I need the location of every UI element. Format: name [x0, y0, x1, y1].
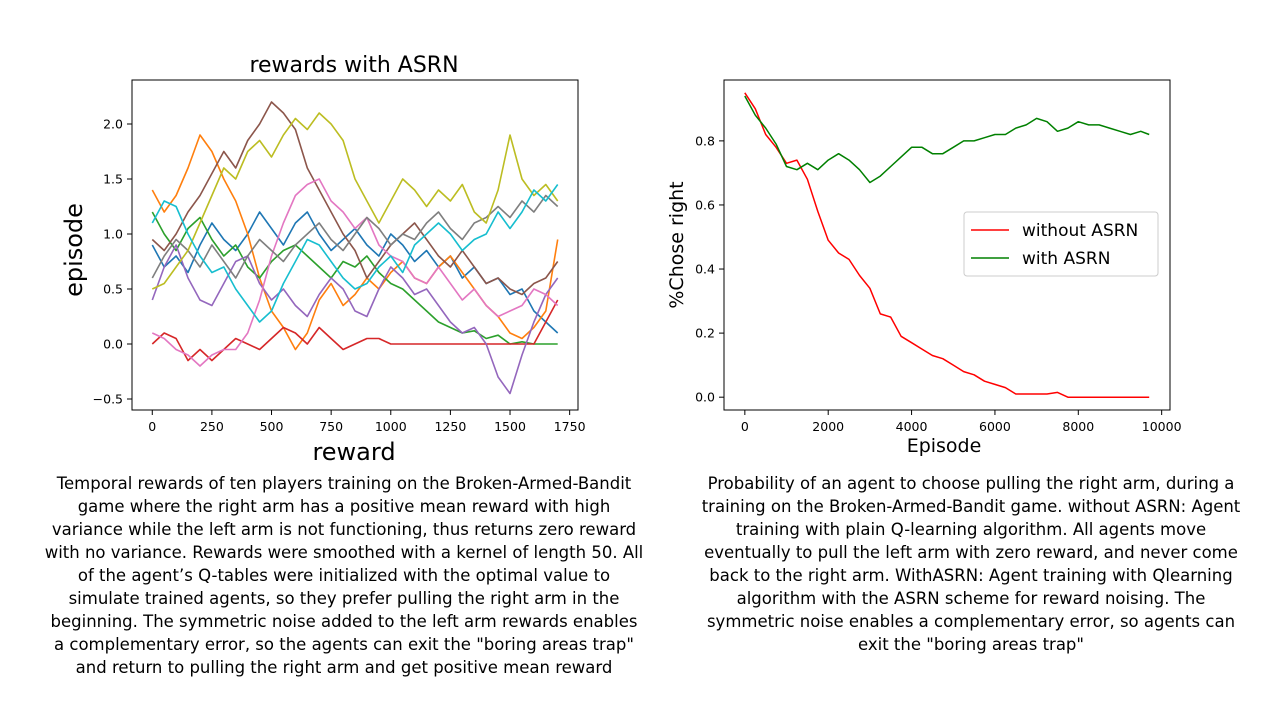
series-line-10: [151, 184, 559, 323]
x-axis-label: reward: [312, 438, 395, 466]
y-tick-label: 0.2: [695, 326, 715, 341]
x-tick-label: 10000: [1142, 419, 1182, 434]
x-tick-label: 8000: [1062, 419, 1094, 434]
series-line-5: [151, 244, 559, 395]
y-tick-label: 0.0: [103, 337, 123, 352]
plot-lines: [744, 92, 1150, 398]
series-line-4: [151, 299, 559, 362]
x-ticks: 0 250 500 750 1000 1250 1500 1750: [148, 410, 586, 434]
series-line-8: [151, 194, 559, 279]
x-tick-label: 1500: [494, 419, 526, 434]
x-tick-label: 500: [260, 419, 284, 434]
y-tick-label: 0.6: [695, 197, 715, 212]
y-tick-label: 2.0: [103, 117, 123, 132]
x-tick-label: 2000: [812, 419, 844, 434]
series-line-9: [151, 112, 559, 290]
legend-label-with: with ASRN: [1022, 249, 1110, 269]
x-tick-label: 750: [319, 419, 343, 434]
y-tick-label: 0.8: [695, 133, 715, 148]
series-line-1: [744, 92, 1150, 398]
legend-box: [963, 211, 1159, 277]
x-tick-label: 6000: [979, 419, 1011, 434]
x-tick-label: 1000: [375, 419, 407, 434]
legend: without ASRN with ASRN: [963, 211, 1159, 277]
x-tick-label: 1750: [554, 419, 586, 434]
plot-lines: [151, 101, 559, 395]
series-line-6: [151, 101, 559, 296]
x-ticks: 0 2000 4000 6000 8000 10000: [741, 410, 1182, 434]
chose-right-chart: 0 2000 4000 6000 8000 10000 0.0 0.2 0.4 0.6 0.8 w…: [666, 79, 1182, 457]
y-tick-label: 0.4: [695, 262, 715, 277]
y-axis-label: %Chose right: [666, 181, 688, 308]
series-line-7: [151, 178, 559, 367]
x-tick-label: 4000: [896, 419, 928, 434]
y-tick-label: 1.5: [103, 172, 123, 187]
series-line-2: [744, 95, 1150, 184]
chart-title: rewards with ASRN: [249, 53, 458, 78]
rewards-chart: rewards with ASRN 0 250 500 750 1000 1250 1500…: [60, 53, 586, 466]
series-line-3: [151, 211, 558, 345]
y-axis-label: episode: [60, 203, 88, 297]
x-tick-label: 250: [200, 419, 224, 434]
y-tick-label: 0.0: [695, 390, 715, 405]
y-ticks: −0.5 0.0 0.5 1.0 1.5 2.0: [93, 117, 132, 407]
x-tick-label: 1250: [434, 419, 466, 434]
y-tick-label: −0.5: [93, 392, 123, 407]
y-tick-label: 0.5: [103, 282, 123, 297]
x-tick-label: 0: [148, 419, 156, 434]
x-axis-label: Episode: [907, 435, 982, 457]
legend-label-without: without ASRN: [1022, 221, 1138, 241]
plot-frame: [131, 79, 579, 411]
plot-frame: [723, 79, 1171, 411]
right-caption: Probability of an agent to choose pullin…: [701, 474, 1241, 654]
left-caption: Temporal rewards of ten players training…: [44, 474, 644, 677]
y-ticks: 0.0 0.2 0.4 0.6 0.8: [695, 133, 724, 405]
y-tick-label: 1.0: [103, 227, 123, 242]
x-tick-label: 0: [741, 419, 749, 434]
